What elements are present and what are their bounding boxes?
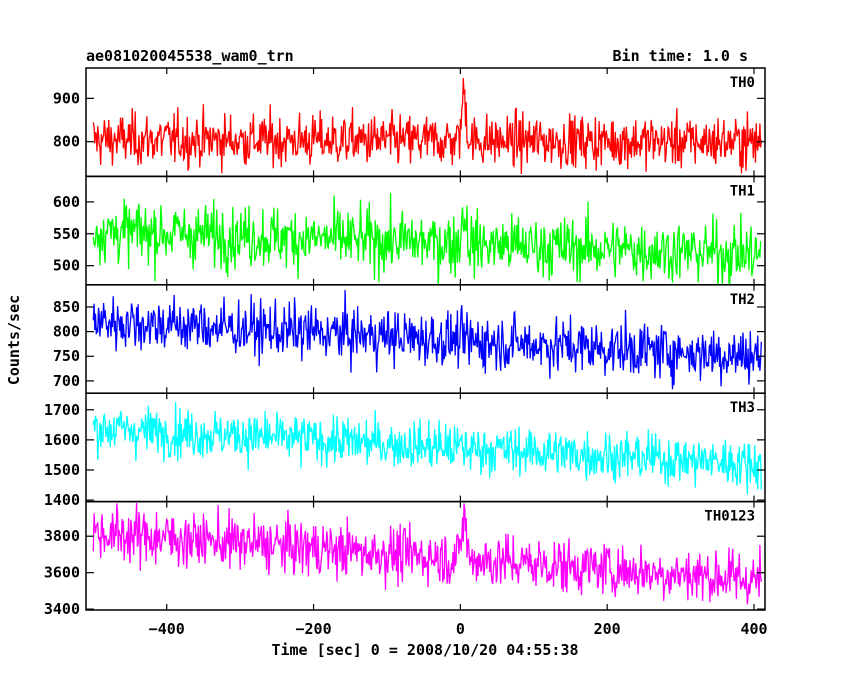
x-axis-label: Time [sec] 0 = 2008/10/20 04:55:38 xyxy=(271,641,578,659)
y-tick-label: 1700 xyxy=(44,401,80,419)
x-tick-label: 0 xyxy=(456,620,465,638)
panel-frame-th1 xyxy=(85,175,766,286)
y-tick-label: 1400 xyxy=(44,491,80,509)
x-tick-label: 200 xyxy=(594,620,621,638)
bin-time-label: Bin time: 1.0 s xyxy=(613,47,748,65)
series-line-th2 xyxy=(92,289,762,390)
y-tick-label: 900 xyxy=(53,89,80,107)
y-axis-label: Counts/sec xyxy=(5,295,23,385)
panel-label-th0123: TH0123 xyxy=(704,509,755,525)
y-tick-label: 700 xyxy=(53,372,80,390)
y-tick-label: 850 xyxy=(53,298,80,316)
chart-title: ae081020045538_wam0_trn xyxy=(86,47,294,65)
panel-label-th1: TH1 xyxy=(730,183,755,199)
series-line-th1 xyxy=(92,192,762,285)
series-line-th0 xyxy=(92,78,762,175)
series-line-th3 xyxy=(92,402,762,495)
x-tick-label: −400 xyxy=(149,620,185,638)
y-tick-label: 3800 xyxy=(44,527,80,545)
panel-label-th2: TH2 xyxy=(730,292,755,308)
y-tick-label: 600 xyxy=(53,193,80,211)
panel-label-th0: TH0 xyxy=(730,75,755,91)
panel-frame-th0123 xyxy=(85,500,766,611)
series-line-th0123 xyxy=(92,502,762,605)
x-tick-label: −200 xyxy=(295,620,331,638)
y-tick-label: 800 xyxy=(53,323,80,341)
y-tick-label: 1600 xyxy=(44,431,80,449)
y-tick-label: 750 xyxy=(53,347,80,365)
panels-group: 800 900 TH0 500 550 600 TH1 700 750 800 850 TH2 1400… xyxy=(44,67,768,638)
y-tick-label: 800 xyxy=(53,133,80,151)
panel-label-th3: TH3 xyxy=(730,400,755,416)
y-tick-label: 3400 xyxy=(44,600,80,618)
x-tick-label: 400 xyxy=(740,620,767,638)
y-tick-label: 500 xyxy=(53,257,80,275)
y-tick-label: 1500 xyxy=(44,461,80,479)
y-tick-label: 550 xyxy=(53,225,80,243)
y-tick-label: 3600 xyxy=(44,564,80,582)
